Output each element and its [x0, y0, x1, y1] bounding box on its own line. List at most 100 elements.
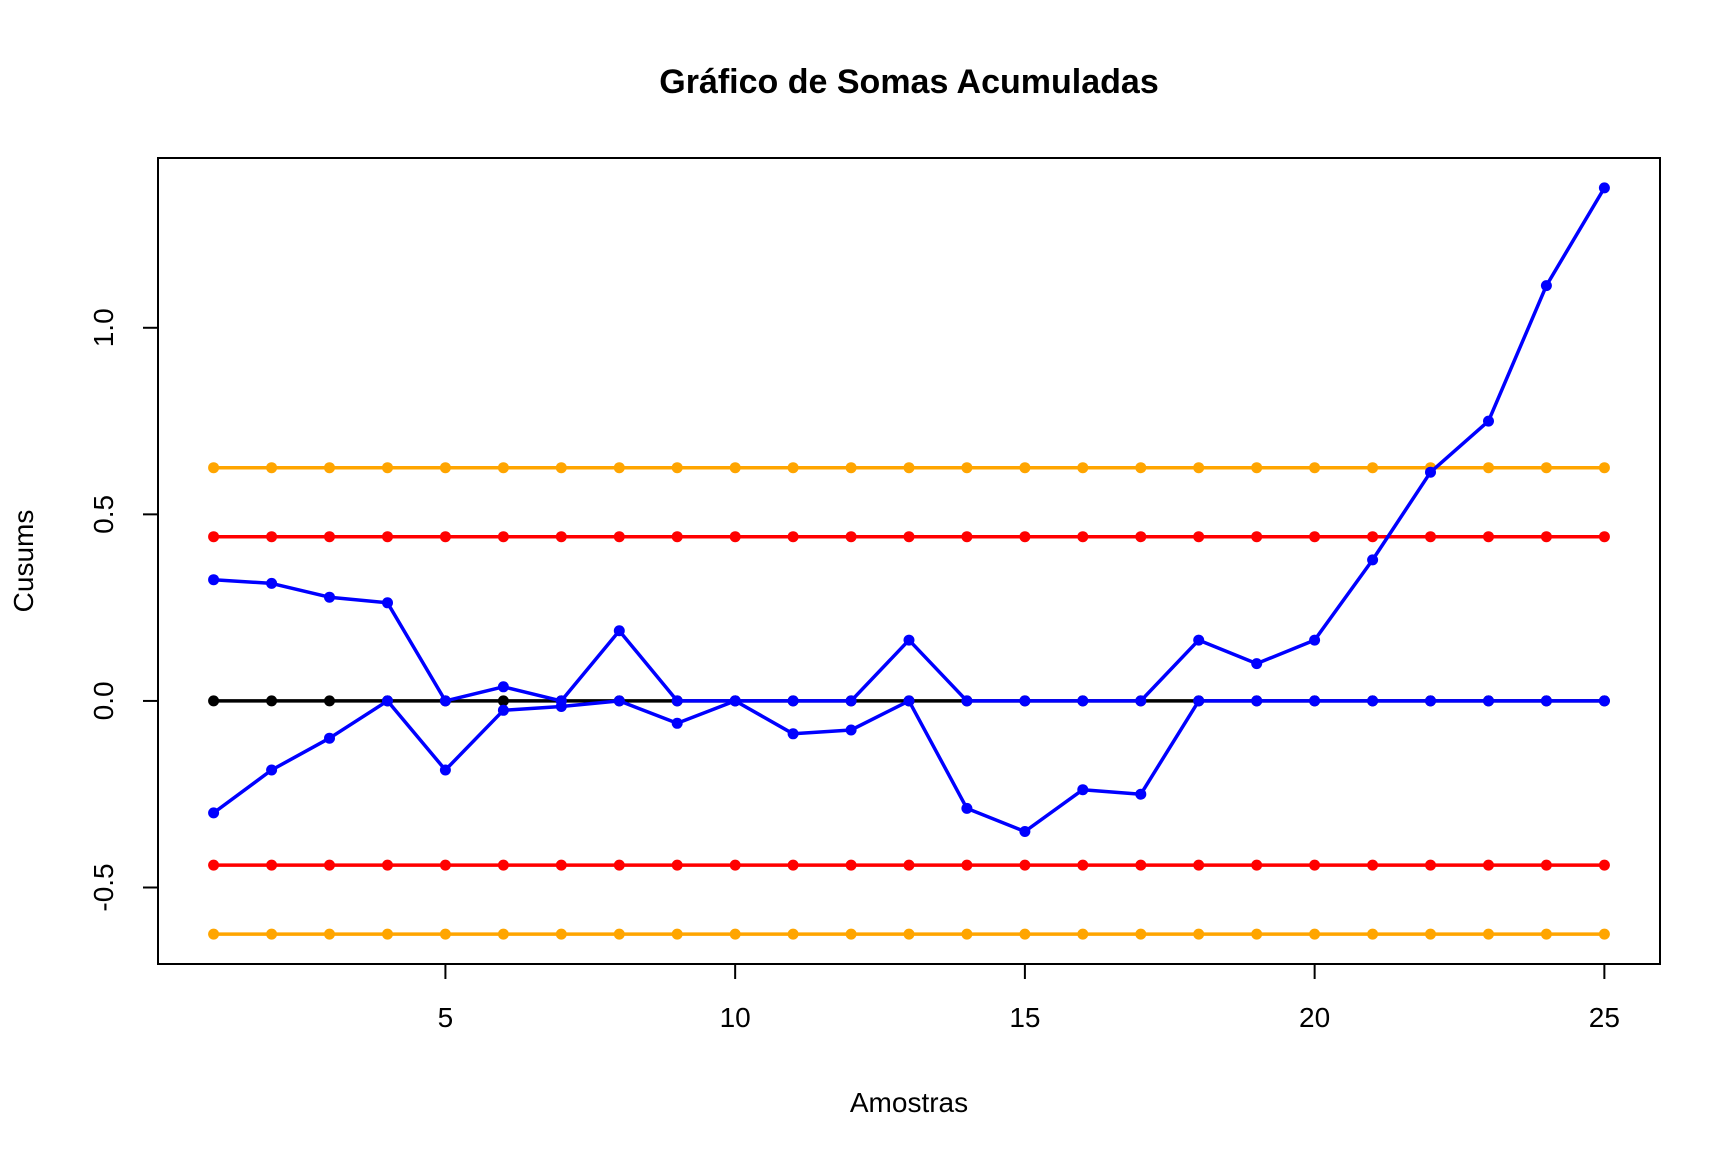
series-4-point — [1598, 928, 1610, 940]
series-3-point — [1193, 859, 1205, 871]
series-7-point — [382, 695, 393, 707]
series-1-point — [324, 462, 335, 474]
series-2-point — [324, 531, 335, 543]
series-6-point — [671, 695, 683, 707]
series-4-point — [671, 928, 683, 940]
series-3-point — [1309, 859, 1321, 871]
series-4 — [208, 928, 1610, 940]
series-4-point — [787, 928, 799, 940]
series-7-point — [1309, 695, 1321, 707]
series-3-point — [1251, 859, 1263, 871]
series-7-point — [1367, 695, 1379, 707]
series-2-point — [1309, 531, 1321, 543]
series-1-point — [613, 462, 625, 474]
series-7-point — [497, 704, 509, 716]
series-1-point — [208, 462, 220, 474]
series-2-point — [497, 531, 509, 543]
series-1-point — [1251, 462, 1263, 474]
series-7-point — [1425, 695, 1436, 707]
series-1-point — [787, 462, 799, 474]
series-3-point — [1367, 859, 1379, 871]
series-3-point — [439, 859, 451, 871]
series-7-point — [961, 802, 973, 814]
series-5-point — [497, 695, 509, 707]
plot-series — [208, 182, 1610, 940]
plot-frame — [157, 157, 1661, 965]
series-2-point — [1425, 531, 1436, 543]
y-tick-label: 0.0 — [88, 681, 119, 720]
series-6-point — [324, 591, 335, 603]
series-7-point — [845, 724, 857, 736]
series-2-point — [1077, 531, 1089, 543]
series-6-point — [903, 634, 915, 646]
series-2-point — [787, 531, 799, 543]
series-7-point — [787, 728, 799, 740]
y-tick-label: 0.5 — [88, 495, 119, 534]
series-2-point — [439, 531, 451, 543]
series-1-point — [1598, 462, 1610, 474]
series-1-point — [671, 462, 683, 474]
series-4-point — [1425, 928, 1436, 940]
series-3-point — [845, 859, 857, 871]
series-4-point — [1251, 928, 1263, 940]
series-4-point — [1135, 928, 1147, 940]
series-6-point — [1077, 695, 1089, 707]
series-1-point — [845, 462, 857, 474]
series-2-point — [845, 531, 857, 543]
series-6-point — [382, 597, 393, 609]
series-1-point — [903, 462, 915, 474]
series-1-point — [439, 462, 451, 474]
series-3-point — [324, 859, 335, 871]
series-4-point — [1540, 928, 1552, 940]
series-2-point — [1540, 531, 1552, 543]
series-2-point — [1367, 531, 1379, 543]
series-2-point — [208, 531, 220, 543]
series-1-point — [1483, 462, 1494, 474]
series-3 — [208, 859, 1610, 871]
series-2-point — [555, 531, 567, 543]
series-6-point — [1598, 182, 1610, 194]
series-6-point — [787, 695, 799, 707]
series-7-point — [1540, 695, 1552, 707]
series-7-point — [1077, 784, 1089, 796]
x-tick-label: 20 — [1299, 1002, 1330, 1033]
y-axis: -0.5 0.0 0.5 1.0 — [88, 308, 159, 912]
series-1-point — [1077, 462, 1089, 474]
series-3-point — [1135, 859, 1147, 871]
series-3-point — [382, 859, 393, 871]
series-6-point — [497, 681, 509, 693]
series-3-point — [1540, 859, 1552, 871]
series-3-point — [729, 859, 741, 871]
series-1-point — [555, 462, 567, 474]
series-4-point — [1483, 928, 1494, 940]
series-3-point — [903, 859, 915, 871]
x-axis-label: Amostras — [850, 1087, 968, 1118]
series-7-point — [439, 764, 451, 776]
series-2-point — [1251, 531, 1263, 543]
series-7-point — [1483, 695, 1494, 707]
series-1-point — [729, 462, 741, 474]
series-2-point — [903, 531, 915, 543]
series-1-point — [497, 462, 509, 474]
series-3-point — [1019, 859, 1031, 871]
series-3-point — [1598, 859, 1610, 871]
series-3-point — [555, 859, 567, 871]
series-4-point — [208, 928, 220, 940]
series-2-point — [1483, 531, 1494, 543]
series-4-point — [729, 928, 741, 940]
series-6-point — [1483, 415, 1494, 427]
x-tick-label: 25 — [1589, 1002, 1620, 1033]
series-4-point — [961, 928, 973, 940]
series-7-point — [729, 695, 741, 707]
y-axis-label: Cusums — [8, 510, 39, 613]
series-5-point — [208, 695, 220, 707]
series-2-point — [1135, 531, 1147, 543]
series-3-point — [1077, 859, 1089, 871]
series-7-point — [324, 732, 335, 744]
series-7-point — [1193, 695, 1205, 707]
series-6-point — [1367, 554, 1379, 566]
series-4-point — [903, 928, 915, 940]
series-4-point — [382, 928, 393, 940]
series-6-point — [208, 574, 220, 586]
